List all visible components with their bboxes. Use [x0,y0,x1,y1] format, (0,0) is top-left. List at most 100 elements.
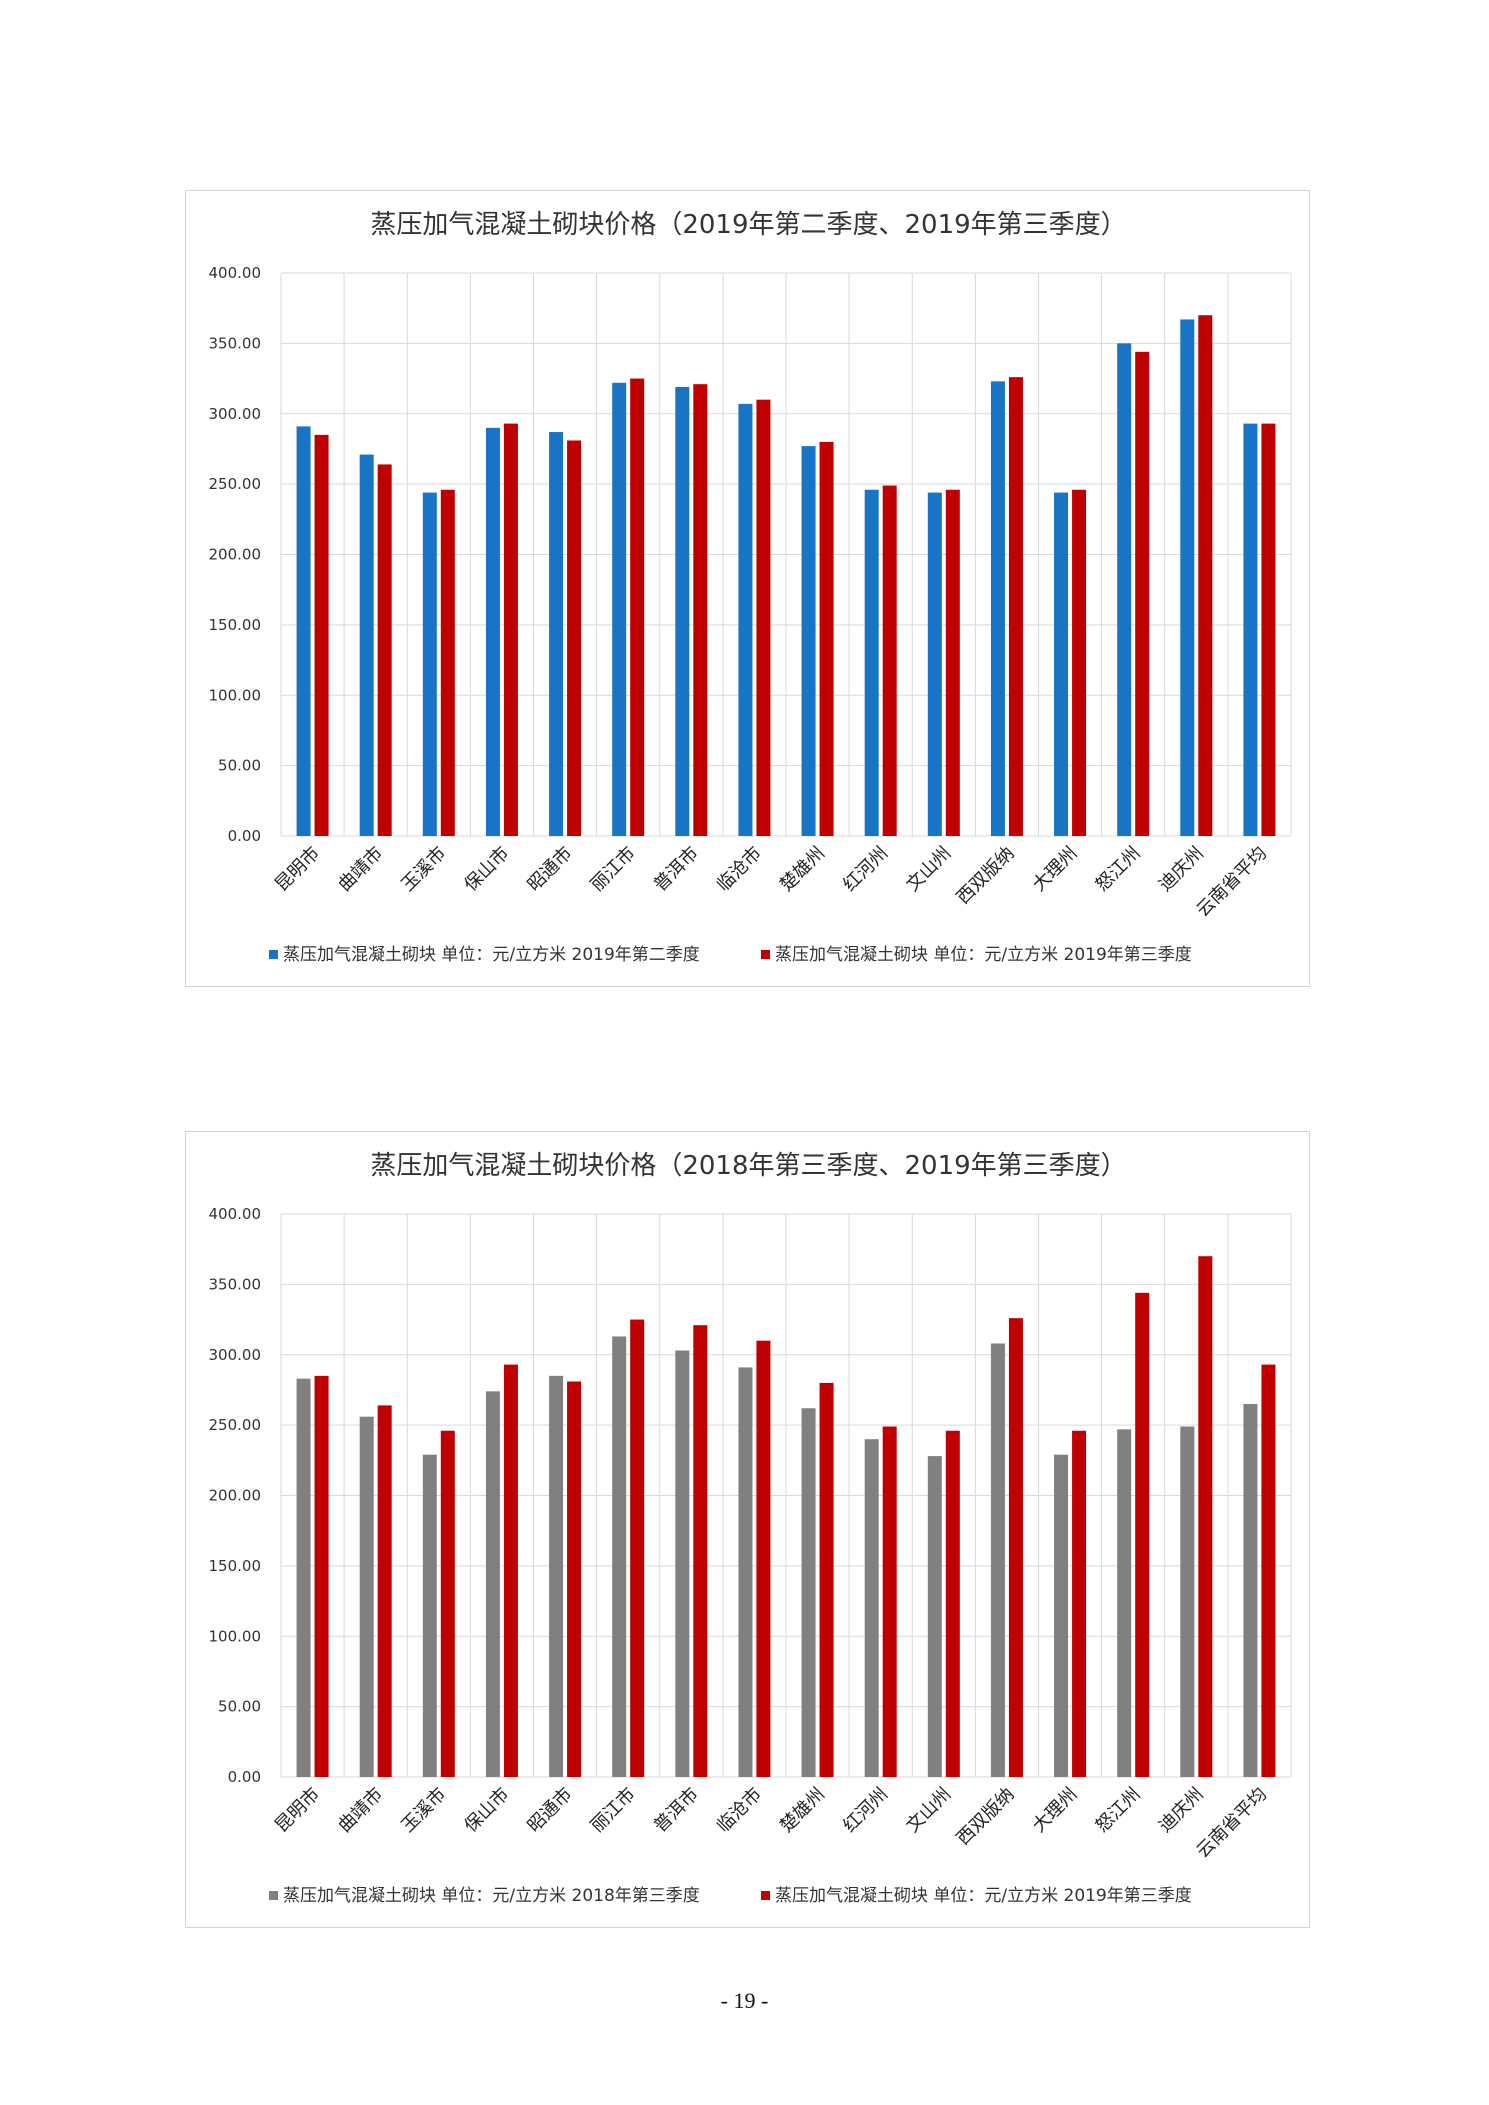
bar-series-1 [927,1456,942,1777]
x-tick-label: 昆明市 [271,1784,324,1837]
bar-series-1 [990,381,1005,836]
bar-series-2 [440,489,455,836]
bar-series-2 [756,1340,771,1777]
y-tick-label: 350.00 [209,334,262,352]
bar-series-1 [675,387,690,836]
bar-series-1 [1117,1429,1132,1777]
x-tick-label: 怒江州 [1092,1784,1145,1837]
x-tick-label: 丽江市 [587,1784,640,1837]
bar-series-1 [485,1391,500,1777]
bar-series-2 [945,1430,960,1777]
bar-series-1 [1117,343,1132,836]
y-tick-label: 150.00 [209,1557,262,1575]
bar-series-2 [819,441,834,836]
x-tick-label: 曲靖市 [334,1784,387,1837]
bar-series-1 [1054,1454,1069,1777]
y-tick-label: 0.00 [228,827,261,845]
x-tick-label: 保山市 [460,1784,513,1837]
y-tick-label: 50.00 [218,1698,261,1716]
x-tick-label: 迪庆州 [1155,843,1208,896]
y-tick-label: 100.00 [209,686,262,704]
x-tick-label: 文山州 [902,843,955,896]
y-tick-label: 100.00 [209,1627,262,1645]
bar-series-2 [1135,1292,1150,1777]
chart-2: 蒸压加气混凝土砌块价格（2018年第三季度、2019年第三季度） 0.00 50.0… [185,1131,1310,1928]
bar-series-1 [296,1378,311,1777]
bar-series-2 [1261,423,1276,836]
y-tick-label: 0.00 [228,1768,261,1786]
bar-series-1 [549,1375,564,1777]
x-tick-label: 楚雄州 [776,843,829,896]
bar-series-2 [882,1426,897,1777]
x-tick-label: 大理州 [1029,843,1082,896]
bar-series-1 [927,492,942,836]
bar-series-1 [738,403,753,836]
y-tick-label: 300.00 [209,405,262,423]
y-tick-label: 200.00 [209,1487,262,1505]
bar-series-2 [1072,1430,1087,1777]
x-tick-label: 文山州 [902,1784,955,1837]
legend-swatch [269,950,278,959]
bar-series-1 [1243,1404,1258,1777]
bar-series-1 [549,432,564,836]
legend-swatch [269,1891,278,1900]
bar-series-1 [296,426,311,836]
x-tick-label: 保山市 [460,843,513,896]
bar-series-1 [675,1350,690,1777]
bar-series-2 [693,384,708,836]
bar-series-1 [422,1454,437,1777]
bar-series-2 [377,1405,392,1777]
legend-label: 蒸压加气混凝土砌块 单位：元/立方米 2019年第二季度 [283,945,700,965]
bar-series-2 [819,1382,834,1777]
bar-series-2 [945,489,960,836]
x-tick-label: 曲靖市 [334,843,387,896]
bar-series-2 [630,378,645,836]
bar-series-2 [1008,1318,1023,1777]
x-tick-label: 玉溪市 [397,843,450,896]
bar-series-1 [359,1416,374,1777]
x-tick-label: 西双版纳 [953,1784,1019,1850]
bar-series-2 [503,1364,518,1777]
bar-series-2 [756,399,771,836]
bar-series-2 [440,1430,455,1777]
bar-series-2 [693,1325,708,1777]
chart-1: 蒸压加气混凝土砌块价格（2019年第二季度、2019年第三季度） 0.00 50.0… [185,190,1310,987]
x-tick-label: 丽江市 [587,843,640,896]
legend-label: 蒸压加气混凝土砌块 单位：元/立方米 2018年第三季度 [283,1886,700,1906]
x-tick-label: 临沧市 [713,1784,766,1837]
y-tick-label: 250.00 [209,1416,262,1434]
x-tick-label: 昆明市 [271,843,324,896]
x-tick-label: 迪庆州 [1155,1784,1208,1837]
bar-series-1 [738,1367,753,1777]
bar-series-1 [801,1408,816,1777]
bar-series-2 [882,485,897,836]
x-tick-label: 玉溪市 [397,1784,450,1837]
bar-series-1 [612,382,627,836]
x-tick-label: 普洱市 [650,843,703,896]
bar-series-1 [1180,319,1195,836]
y-tick-label: 50.00 [218,757,261,775]
bar-series-2 [314,434,329,836]
legend-label: 蒸压加气混凝土砌块 单位：元/立方米 2019年第三季度 [775,1886,1192,1906]
legend-swatch [761,950,770,959]
bar-series-1 [864,489,879,836]
bar-series-2 [1198,1256,1213,1777]
x-tick-label: 西双版纳 [953,843,1019,909]
bar-series-1 [864,1439,879,1777]
x-tick-label: 普洱市 [650,1784,703,1837]
chart-1-svg: 蒸压加气混凝土砌块价格（2019年第二季度、2019年第三季度） 0.00 50.0… [209,210,1292,965]
bar-series-2 [1135,351,1150,836]
bar-series-2 [314,1375,329,1777]
bar-series-2 [1008,377,1023,836]
x-tick-label: 红河州 [839,843,892,896]
x-tick-label: 昭通市 [524,1784,577,1837]
x-tick-label: 楚雄州 [776,1784,829,1837]
bar-series-1 [1180,1426,1195,1777]
y-tick-label: 350.00 [209,1275,262,1293]
bar-series-1 [422,492,437,836]
x-tick-label: 昭通市 [524,843,577,896]
legend-label: 蒸压加气混凝土砌块 单位：元/立方米 2019年第三季度 [775,945,1192,965]
x-tick-label: 红河州 [839,1784,892,1837]
bar-series-2 [1198,315,1213,837]
bar-series-1 [485,427,500,836]
